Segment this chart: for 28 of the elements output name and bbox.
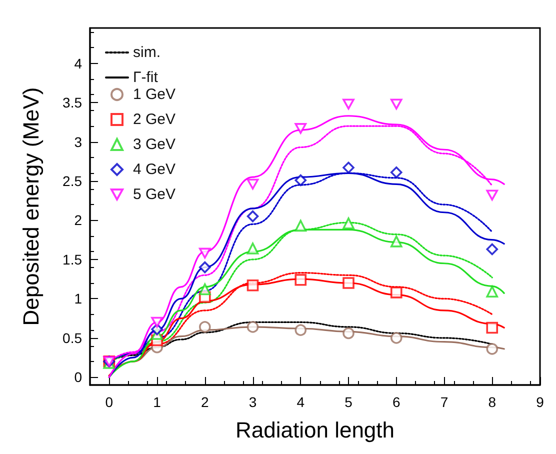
y-tick-label: 1 (74, 290, 82, 307)
y-axis-title: Deposited energy (MeV) (18, 87, 44, 326)
x-tick-label: 1 (153, 394, 162, 410)
x-tick-label: 5 (344, 394, 353, 410)
y-tick-label: 1.5 (62, 251, 82, 268)
x-tick-label: 4 (296, 394, 305, 410)
y-tick-label: 0 (74, 369, 82, 386)
x-tick-label: 3 (248, 394, 257, 410)
x-axis-title: Radiation length (235, 418, 395, 442)
legend-label: 5 GeV (133, 186, 176, 203)
y-tick-label: 3.5 (62, 94, 82, 111)
x-tick-label: 0 (105, 394, 114, 410)
x-tick-label: 7 (440, 394, 448, 410)
x-tick-label: 9 (536, 394, 544, 410)
legend-label: 4 GeV (133, 161, 176, 178)
x-tick-label: 6 (392, 394, 400, 410)
y-tick-label: 0.5 (62, 330, 82, 346)
x-tick-label: 8 (488, 394, 496, 410)
legend-label: 1 GeV (133, 86, 176, 103)
x-tick-label: 2 (200, 394, 209, 410)
legend-label: Γ-fit (133, 69, 159, 86)
y-tick-label: 3 (74, 134, 82, 150)
legend-label: 3 GeV (133, 136, 176, 153)
y-tick-label: 2 (74, 212, 82, 228)
y-tick-label: 4 (74, 55, 82, 72)
legend-label: 2 GeV (133, 111, 176, 128)
y-tick-label: 2.5 (62, 173, 82, 189)
legend-label: sim. (133, 44, 160, 61)
